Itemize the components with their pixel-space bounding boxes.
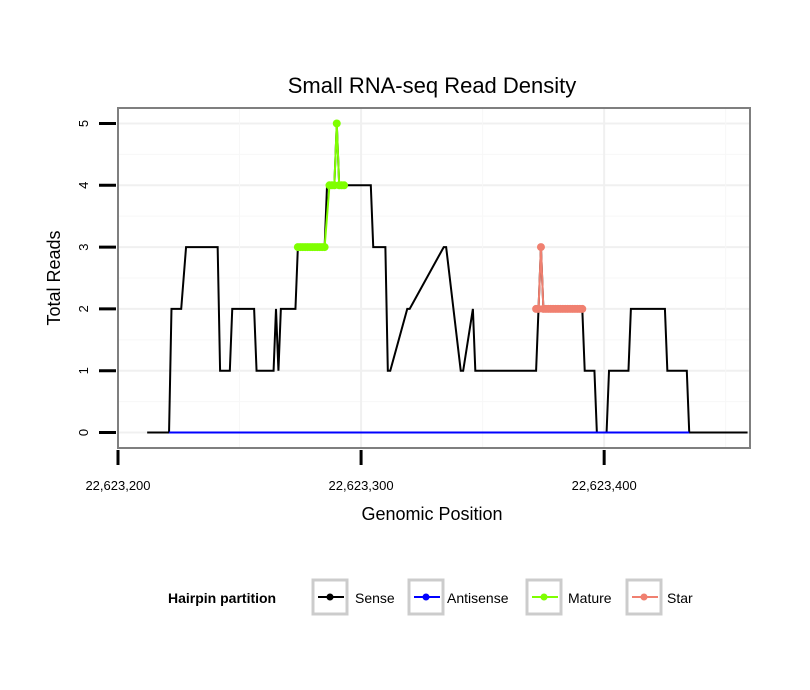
y-tick-label: 3 (76, 243, 91, 250)
y-axis-title: Total Reads (44, 230, 64, 325)
y-tick-label: 2 (76, 305, 91, 312)
y-tick-label: 4 (76, 182, 91, 189)
y-tick-label: 1 (76, 367, 91, 374)
legend: Hairpin partition Sense Antisense Mature St… (168, 578, 693, 616)
legend-entry-antisense: Antisense (407, 578, 509, 616)
data-point-mature (320, 243, 329, 252)
x-tick-label: 22,623,400 (572, 478, 637, 493)
legend-label: Antisense (447, 590, 509, 606)
legend-key-point (326, 593, 334, 601)
x-tick-label: 22,623,300 (329, 478, 394, 493)
y-tick-label: 0 (76, 429, 91, 436)
panel-border (117, 107, 751, 449)
data-point-mature (332, 119, 341, 128)
data-point-star (578, 304, 587, 313)
legend-entry-sense: Sense (311, 578, 395, 616)
x-tick-label: 22,623,200 (85, 478, 150, 493)
legend-key-point (640, 593, 648, 601)
y-axis: 0 1 2 3 4 5 (76, 120, 116, 436)
x-axis-title: Genomic Position (361, 504, 502, 524)
legend-title: Hairpin partition (168, 590, 276, 606)
legend-key-point (540, 593, 548, 601)
series-line-sense (147, 123, 748, 434)
legend-entries: Sense Antisense Mature Star (311, 578, 693, 616)
data-point-mature (340, 181, 349, 190)
legend-key-point (422, 593, 430, 601)
x-axis: 22,623,200 22,623,300 22,623,400 (85, 450, 637, 493)
y-tick-label: 5 (76, 120, 91, 127)
series-points (293, 119, 587, 313)
data-point-star (536, 243, 545, 252)
legend-label: Mature (568, 590, 612, 606)
legend-label: Sense (355, 590, 395, 606)
legend-entry-mature: Mature (525, 578, 612, 616)
plot-panel (117, 107, 751, 449)
legend-entry-star: Star (625, 578, 693, 616)
chart-title: Small RNA-seq Read Density (288, 73, 577, 98)
legend-label: Star (667, 590, 693, 606)
